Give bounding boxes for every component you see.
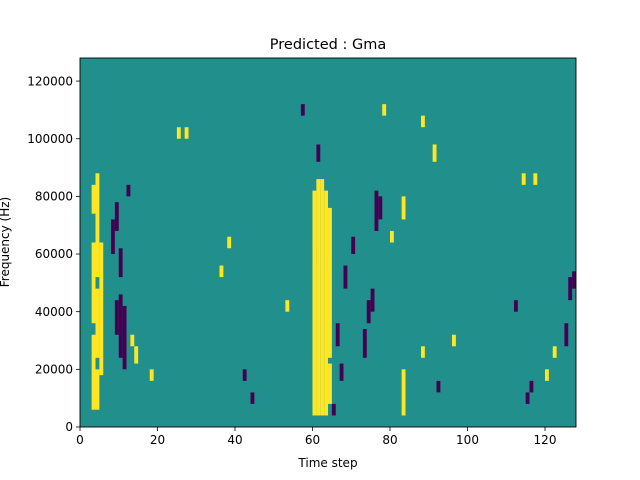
x-tick-label: 120 — [534, 433, 557, 447]
low-value-cell — [362, 328, 367, 358]
high-value-cell — [533, 173, 538, 185]
low-value-cell — [118, 248, 123, 278]
high-value-cell — [91, 242, 96, 324]
high-value-cell — [421, 115, 425, 128]
high-value-cell — [432, 144, 437, 162]
high-value-cell — [521, 173, 526, 185]
high-value-cell — [95, 173, 100, 278]
low-value-cell — [300, 104, 305, 116]
low-value-cell — [122, 305, 127, 370]
high-value-cell — [91, 184, 96, 214]
low-value-cell — [572, 271, 577, 289]
high-value-cell — [312, 190, 317, 416]
x-tick-label: 60 — [305, 433, 320, 447]
high-value-cell — [95, 369, 100, 410]
low-value-cell — [316, 144, 321, 162]
y-axis: 0 20000 40000 60000 80000 100000 120000 — [27, 74, 80, 434]
low-value-cell — [242, 369, 247, 381]
high-value-cell — [285, 300, 290, 312]
x-axis: 0 20 40 60 80 100 120 — [76, 427, 556, 447]
high-value-cell — [99, 242, 104, 376]
low-value-cell — [118, 294, 123, 358]
low-value-cell — [126, 184, 131, 197]
high-value-cell — [320, 179, 325, 416]
x-tick-label: 80 — [382, 433, 397, 447]
chart-title: Predicted : Gma — [270, 37, 386, 53]
low-value-cell — [436, 380, 441, 393]
low-value-cell — [111, 219, 115, 255]
y-tick-label: 0 — [65, 420, 73, 434]
low-value-cell — [339, 363, 344, 381]
high-value-cell — [421, 346, 425, 358]
low-value-cell — [374, 190, 379, 231]
plot-area — [79, 57, 577, 428]
low-value-cell — [568, 277, 573, 301]
x-tick-label: 0 — [76, 433, 84, 447]
low-value-cell — [514, 300, 518, 312]
heatmap-cells — [91, 104, 577, 416]
high-value-cell — [227, 236, 232, 249]
high-value-cell — [184, 127, 189, 139]
low-value-cell — [114, 202, 119, 231]
x-tick-label: 20 — [150, 433, 165, 447]
y-tick-label: 60000 — [35, 247, 73, 261]
x-axis-label: Time step — [297, 456, 357, 470]
high-value-cell — [328, 363, 332, 404]
low-value-cell — [366, 300, 371, 324]
x-tick-label: 100 — [456, 433, 479, 447]
low-value-cell — [529, 380, 534, 393]
y-axis-label: Frequency (Hz) — [0, 197, 12, 288]
high-value-cell — [328, 207, 332, 358]
low-value-cell — [564, 323, 569, 347]
y-tick-label: 80000 — [35, 190, 73, 204]
y-tick-label: 120000 — [27, 74, 73, 88]
low-value-cell — [343, 265, 348, 289]
y-tick-label: 40000 — [35, 305, 73, 319]
x-tick-label: 40 — [227, 433, 242, 447]
y-tick-label: 20000 — [35, 363, 73, 377]
high-value-cell — [452, 334, 456, 347]
low-value-cell — [335, 323, 340, 347]
low-value-cell — [525, 392, 530, 404]
high-value-cell — [95, 288, 100, 358]
high-value-cell — [552, 346, 557, 358]
high-value-cell — [149, 369, 154, 381]
high-value-cell — [134, 346, 139, 364]
plot-frame — [79, 57, 577, 428]
high-value-cell — [130, 334, 135, 347]
low-value-cell — [114, 300, 119, 335]
high-value-cell — [401, 196, 406, 220]
high-value-cell — [401, 369, 406, 416]
high-value-cell — [219, 265, 224, 278]
high-value-cell — [382, 104, 387, 116]
high-value-cell — [545, 369, 549, 381]
low-value-cell — [351, 236, 356, 255]
low-value-cell — [250, 392, 255, 404]
low-value-cell — [331, 403, 336, 416]
low-value-cell — [378, 196, 383, 220]
high-value-cell — [316, 179, 321, 416]
high-value-cell — [390, 230, 394, 243]
y-tick-label: 100000 — [27, 132, 73, 146]
high-value-cell — [324, 190, 329, 416]
high-value-cell — [176, 127, 181, 139]
low-value-cell — [370, 288, 375, 312]
high-value-cell — [91, 334, 96, 410]
